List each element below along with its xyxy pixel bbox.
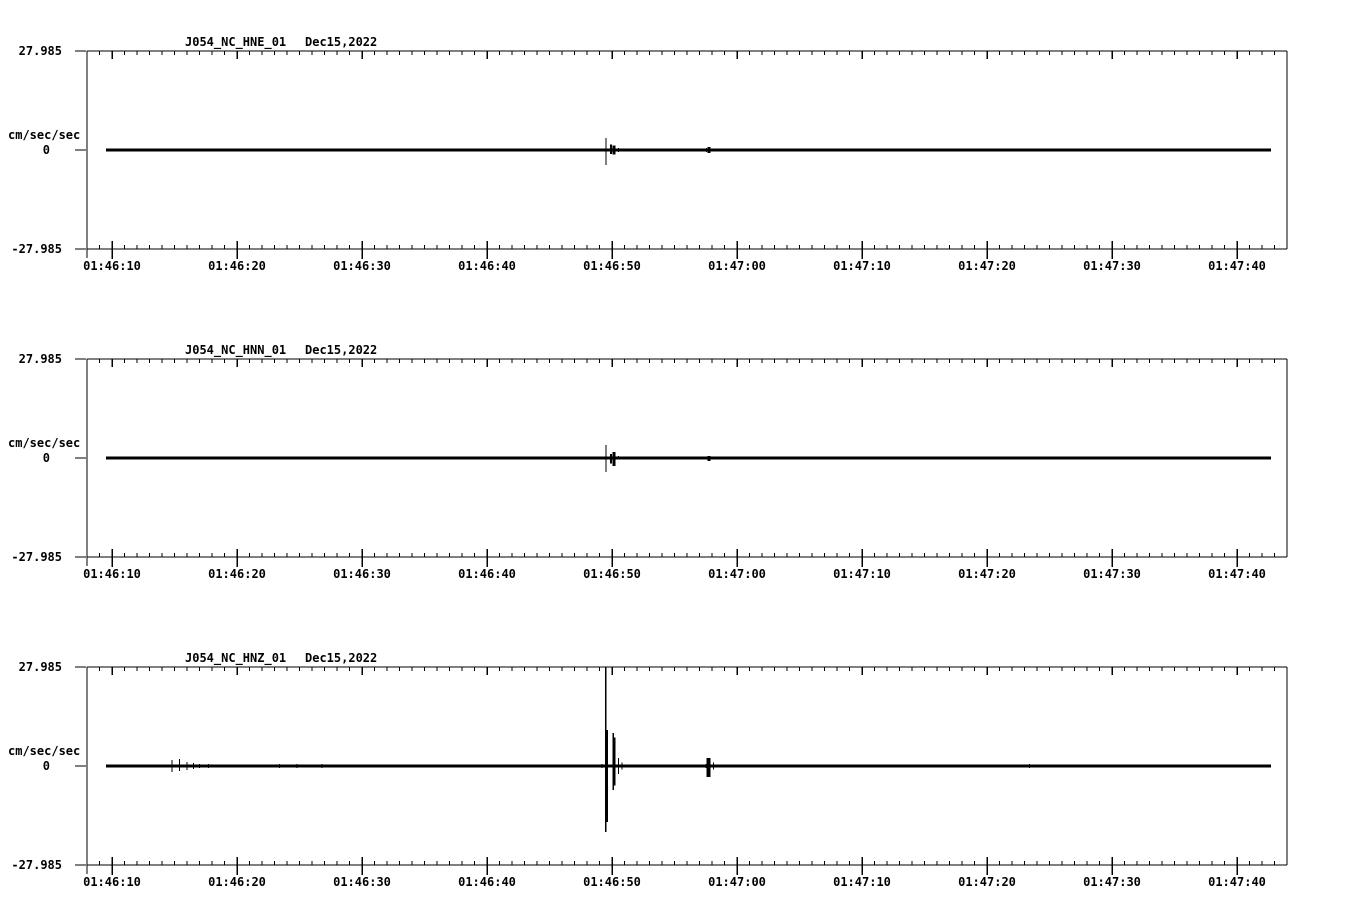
y-tick-label-zero: 0 [43, 759, 50, 773]
panel-j054_nc_hnn_01: 27.985 0 -27.985 cm/sec/sec J054_NC_HNN_01 De… [8, 343, 1288, 581]
x-tick-label: 01:47:40 [1208, 567, 1266, 581]
x-tick-label: 01:46:10 [83, 259, 141, 273]
panel-date: Dec15,2022 [305, 651, 377, 665]
x-tick-label: 01:47:10 [833, 875, 891, 889]
x-tick-label: 01:46:20 [208, 567, 266, 581]
x-tick-label: 01:46:20 [208, 875, 266, 889]
panel-j054_nc_hne_01: 27.985 0 -27.985 cm/sec/sec J054_NC_HNE_01 De… [8, 35, 1288, 273]
panel-date: Dec15,2022 [305, 35, 377, 49]
y-axis-unit-label: cm/sec/sec [8, 128, 80, 142]
x-tick-label: 01:46:50 [583, 259, 641, 273]
y-axis-unit-label: cm/sec/sec [8, 436, 80, 450]
x-tick-label: 01:47:00 [708, 875, 766, 889]
x-tick-label: 01:46:30 [333, 875, 391, 889]
x-tick-label: 01:47:30 [1083, 259, 1141, 273]
panel-title: J054_NC_HNZ_01 [185, 651, 286, 666]
y-tick-label-min: -27.985 [11, 242, 62, 256]
x-tick-label: 01:47:10 [833, 567, 891, 581]
x-tick-label: 01:46:40 [458, 567, 516, 581]
x-tick-label: 01:47:20 [958, 259, 1016, 273]
x-tick-label: 01:47:10 [833, 259, 891, 273]
panel-title: J054_NC_HNE_01 [185, 35, 286, 50]
y-tick-label-zero: 0 [43, 143, 50, 157]
y-tick-label-max: 27.985 [19, 44, 62, 58]
y-tick-label-min: -27.985 [11, 550, 62, 564]
x-tick-label: 01:46:30 [333, 567, 391, 581]
y-axis-unit-label: cm/sec/sec [8, 744, 80, 758]
y-tick-label-max: 27.985 [19, 660, 62, 674]
panel-j054_nc_hnz_01: 27.985 0 -27.985 cm/sec/sec J054_NC_HNZ_01 De… [8, 651, 1288, 889]
x-tick-label: 01:47:30 [1083, 567, 1141, 581]
x-tick-label: 01:46:40 [458, 875, 516, 889]
x-tick-label: 01:46:10 [83, 567, 141, 581]
x-tick-label: 01:47:20 [958, 567, 1016, 581]
x-tick-label: 01:46:20 [208, 259, 266, 273]
x-tick-label: 01:46:50 [583, 875, 641, 889]
x-tick-label: 01:47:20 [958, 875, 1016, 889]
x-tick-label: 01:47:40 [1208, 259, 1266, 273]
x-tick-label: 01:46:50 [583, 567, 641, 581]
x-tick-label: 01:47:00 [708, 567, 766, 581]
x-tick-label: 01:46:10 [83, 875, 141, 889]
panel-title: J054_NC_HNN_01 [185, 343, 286, 358]
y-tick-label-max: 27.985 [19, 352, 62, 366]
y-tick-label-min: -27.985 [11, 858, 62, 872]
x-tick-label: 01:47:30 [1083, 875, 1141, 889]
x-tick-label: 01:46:40 [458, 259, 516, 273]
y-tick-label-zero: 0 [43, 451, 50, 465]
x-tick-label: 01:47:00 [708, 259, 766, 273]
x-tick-label: 01:47:40 [1208, 875, 1266, 889]
x-tick-label: 01:46:30 [333, 259, 391, 273]
panel-date: Dec15,2022 [305, 343, 377, 357]
